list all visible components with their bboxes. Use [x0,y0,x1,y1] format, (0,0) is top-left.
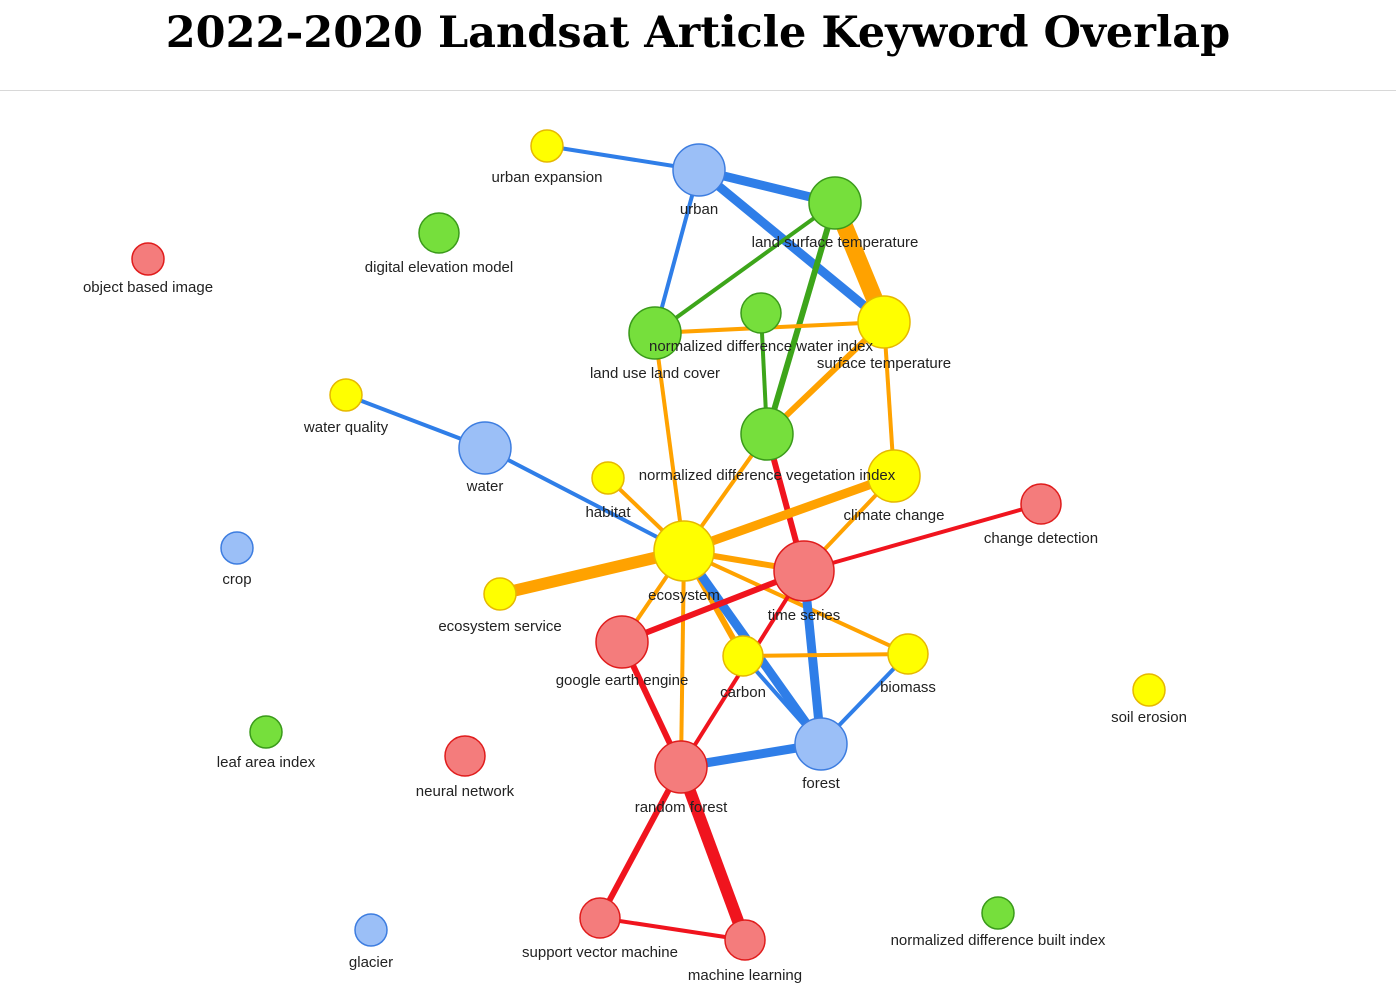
edge-urban-to-land-use-land-cover [653,169,701,334]
node-label-leaf-area-index: leaf area index [217,754,316,771]
node-forest[interactable] [794,717,848,771]
edge-urban-to-surface-temperature [696,166,887,326]
node-label-glacier: glacier [349,954,393,971]
node-label-random-forest: random forest [635,799,728,816]
edge-surface-temperature-to-ndvi [764,319,887,437]
node-machine-learning[interactable] [724,919,766,961]
node-label-land-use-land-cover: land use land cover [590,365,720,382]
node-label-machine-learning: machine learning [688,967,802,984]
node-label-google-earth-engine: google earth engine [556,672,689,689]
node-water[interactable] [458,421,512,475]
node-label-normalized-difference-water-index: normalized difference water index [649,338,874,355]
edge-land-use-land-cover-to-ecosystem [653,332,686,552]
node-label-time-series: time series [768,607,841,624]
node-carbon[interactable] [722,635,764,677]
edge-climate-change-to-ecosystem [682,471,896,556]
node-label-change-detection: change detection [984,530,1098,547]
node-crop[interactable] [220,531,254,565]
node-water-quality[interactable] [329,378,363,412]
node-label-urban-expansion: urban expansion [492,169,603,186]
node-support-vector-machine[interactable] [579,897,621,939]
edge-change-detection-to-time-series [803,502,1042,573]
node-biomass[interactable] [887,633,929,675]
edge-support-vector-machine-to-machine-learning [599,916,746,942]
node-random-forest[interactable] [654,740,708,794]
edge-land-surface-temperature-to-land-use-land-cover [653,201,837,335]
node-label-water-quality: water quality [303,419,389,436]
node-change-detection[interactable] [1020,483,1062,525]
node-time-series[interactable] [773,540,835,602]
node-label-crop: crop [222,571,251,588]
node-label-surface-temperature: surface temperature [817,355,951,372]
node-surface-temperature[interactable] [857,295,911,349]
node-label-object-based-image: object based image [83,279,213,296]
node-glacier[interactable] [354,913,388,947]
node-land-surface-temperature[interactable] [808,176,862,230]
node-normalized-difference-water-index[interactable] [740,292,782,334]
node-label-digital-elevation-model: digital elevation model [365,259,513,276]
edge-water-to-ecosystem [484,446,685,553]
edge-ecosystem-to-biomass [683,549,909,656]
node-habitat[interactable] [591,461,625,495]
node-neural-network[interactable] [444,735,486,777]
edge-carbon-to-biomass [742,652,909,658]
node-label-ecosystem: ecosystem [648,587,720,604]
node-urban-expansion[interactable] [530,129,564,163]
node-layer [131,129,1166,961]
node-leaf-area-index[interactable] [249,715,283,749]
node-label-biomass: biomass [880,679,936,696]
edge-ecosystem-to-random-forest [679,550,686,768]
node-soil-erosion[interactable] [1132,673,1166,707]
node-digital-elevation-model[interactable] [418,212,460,254]
node-label-water: water [466,478,504,495]
node-label-support-vector-machine: support vector machine [522,944,678,961]
page-title: 2022-2020 Landsat Article Keyword Overla… [0,0,1396,91]
node-label-forest: forest [802,775,840,792]
node-urban[interactable] [672,143,726,197]
node-label-habitat: habitat [585,504,631,521]
edge-time-series-to-google-earth-engine [620,568,806,645]
edge-random-forest-to-support-vector-machine [597,765,684,920]
edge-random-forest-to-machine-learning [675,764,751,943]
node-label-soil-erosion: soil erosion [1111,709,1187,726]
node-climate-change[interactable] [867,449,921,503]
node-ecosystem[interactable] [653,520,715,582]
edge-ecosystem-service-to-ecosystem [498,545,686,600]
node-normalized-difference-built-index[interactable] [981,896,1015,930]
node-google-earth-engine[interactable] [595,615,649,669]
node-land-use-land-cover[interactable] [628,306,682,360]
label-layer: urban expansion urban land surface tempera… [83,169,1187,984]
node-label-carbon: carbon [720,684,766,701]
node-label-climate-change: climate change [844,507,945,524]
node-label-urban: urban [680,201,718,218]
node-ecosystem-service[interactable] [483,577,517,611]
node-label-neural-network: neural network [416,783,515,800]
node-label-ecosystem-service: ecosystem service [438,618,561,635]
node-object-based-image[interactable] [131,242,165,276]
node-label-ndvi: normalized difference vegetation index [639,467,896,484]
node-label-land-surface-temperature: land surface temperature [752,234,919,251]
node-ndvi[interactable] [740,407,794,461]
node-label-normalized-difference-built-index: normalized difference built index [891,932,1106,949]
edge-land-surface-temperature-to-ndvi [764,202,838,435]
